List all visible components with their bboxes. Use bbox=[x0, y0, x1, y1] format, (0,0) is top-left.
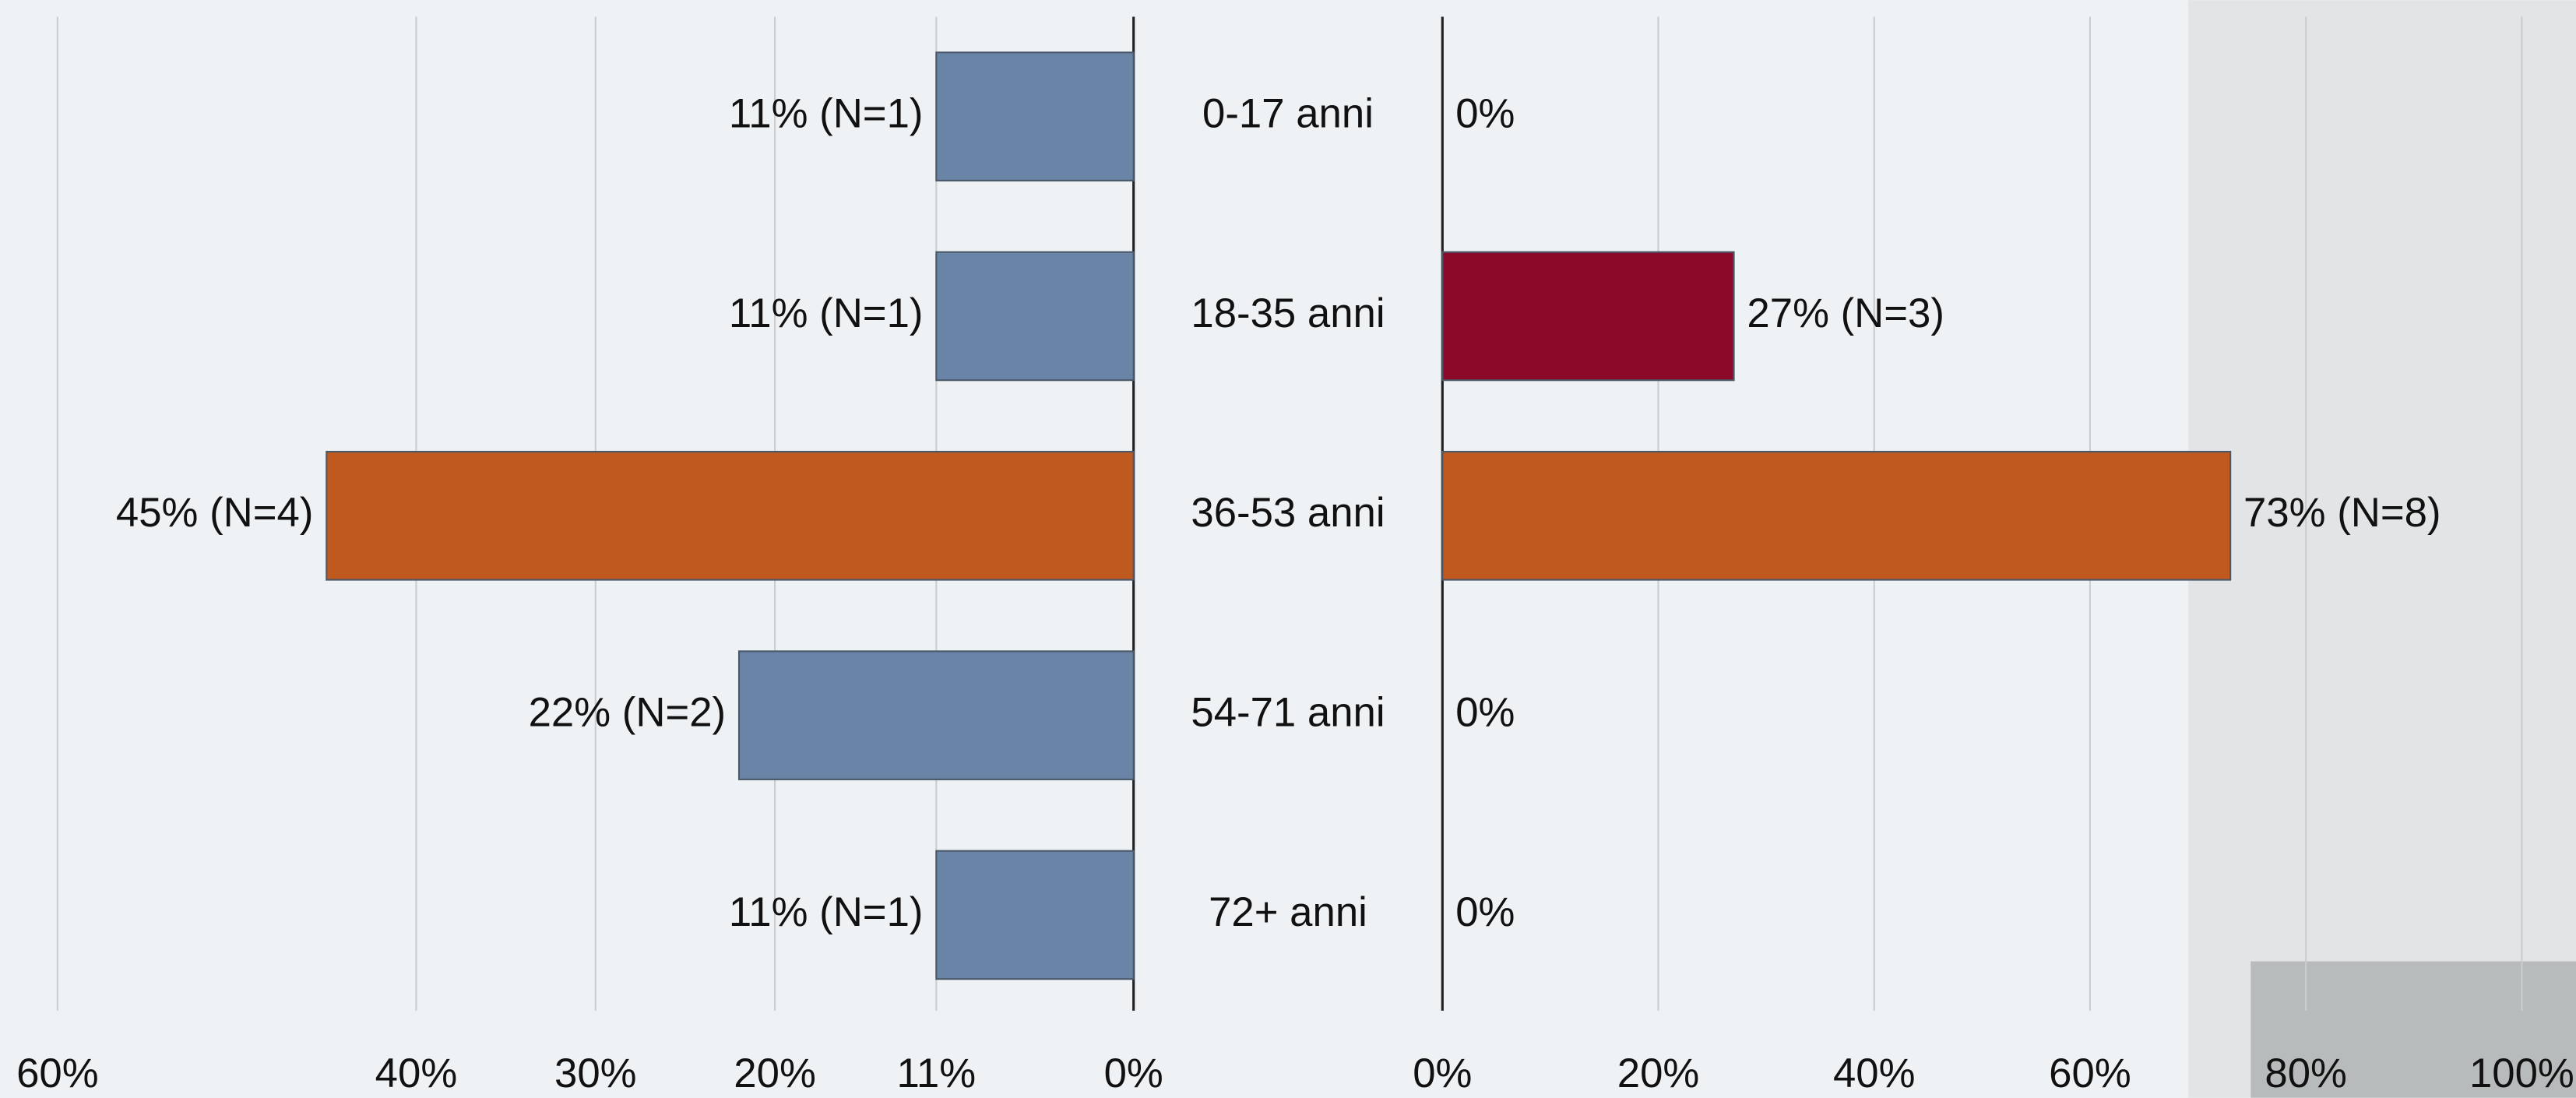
data-label: 0% bbox=[1455, 889, 1515, 935]
data-label: 11% (N=1) bbox=[729, 889, 924, 935]
x-tick-label: 20% bbox=[734, 1050, 816, 1096]
x-tick-label: 100% bbox=[2469, 1050, 2574, 1096]
bar bbox=[1441, 251, 1735, 382]
x-tick-label: 40% bbox=[375, 1050, 458, 1096]
x-tick-label: 0% bbox=[1104, 1050, 1163, 1096]
background-photo bbox=[2188, 0, 2576, 1098]
x-tick-label: 40% bbox=[1833, 1050, 1916, 1096]
category-label: 18-35 anni bbox=[1191, 290, 1385, 336]
bar bbox=[737, 650, 1135, 780]
x-tick-label: 0% bbox=[1413, 1050, 1472, 1096]
data-label: 45% (N=4) bbox=[116, 490, 314, 536]
category-label: 54-71 anni bbox=[1191, 690, 1385, 736]
category-label: 36-53 anni bbox=[1191, 490, 1385, 536]
bar bbox=[935, 850, 1135, 980]
x-tick-label: 11% bbox=[897, 1050, 977, 1096]
data-label: 73% (N=8) bbox=[2243, 490, 2441, 536]
bar bbox=[935, 51, 1135, 181]
category-label: 0-17 anni bbox=[1202, 91, 1374, 137]
x-tick-label: 80% bbox=[2265, 1050, 2347, 1096]
data-label: 0% bbox=[1455, 91, 1515, 137]
data-label: 22% (N=2) bbox=[529, 690, 727, 736]
data-label: 11% (N=1) bbox=[729, 91, 924, 137]
bar bbox=[935, 251, 1135, 382]
x-tick-label: 30% bbox=[554, 1050, 637, 1096]
category-label: 72+ anni bbox=[1209, 889, 1367, 935]
x-tick-label: 20% bbox=[1617, 1050, 1700, 1096]
bar bbox=[326, 450, 1135, 581]
bar bbox=[1441, 450, 2232, 581]
x-tick-label: 60% bbox=[16, 1050, 99, 1096]
data-label: 11% (N=1) bbox=[729, 290, 924, 336]
data-label: 0% bbox=[1455, 690, 1515, 736]
x-tick-label: 60% bbox=[2049, 1050, 2131, 1096]
data-label: 27% (N=3) bbox=[1747, 290, 1944, 336]
